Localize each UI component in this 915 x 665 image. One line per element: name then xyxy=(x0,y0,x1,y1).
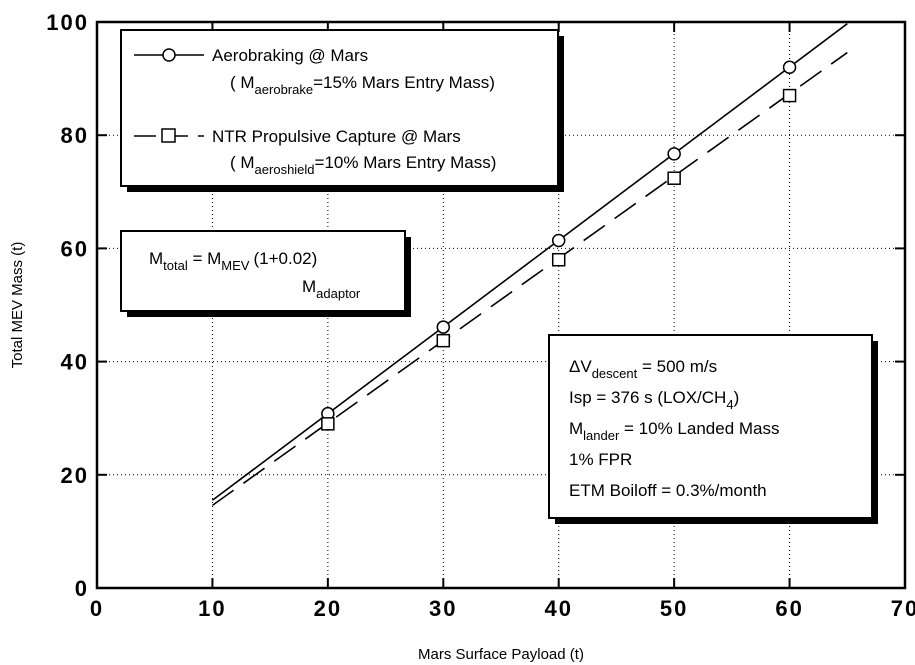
point-square xyxy=(321,417,335,431)
legend-note-aerobraking: ( Maerobrake=15% Mars Entry Mass) xyxy=(230,73,495,97)
assumption-line: Isp = 376 s (LOX/CH4) xyxy=(569,388,739,412)
point-circle xyxy=(782,60,797,75)
legend-marker-circle xyxy=(162,48,176,62)
formula-adaptor: Madaptor xyxy=(302,277,361,301)
point-square xyxy=(551,252,566,267)
point-circle xyxy=(436,320,451,334)
point-square xyxy=(436,333,451,348)
x-tick-label: 40 xyxy=(544,596,572,621)
x-tick-label: 20 xyxy=(314,596,342,621)
legend-marker-square xyxy=(161,128,176,143)
point-circle xyxy=(667,147,681,161)
point-square xyxy=(667,171,681,185)
assumption-line: 1% FPR xyxy=(569,450,632,469)
y-tick-labels: 0 20 40 60 80 100 xyxy=(46,10,89,601)
series-line-aerobraking xyxy=(211,23,848,501)
assumptions-annotation: ΔVdescent = 500 m/s Isp = 376 s (LOX/CH4)… xyxy=(548,334,878,524)
formula-line: Mtotal = MMEV (1+0.02) xyxy=(149,249,317,273)
x-tick-label: 50 xyxy=(660,596,688,621)
formula-annotation: Mtotal = MMEV (1+0.02) Madaptor xyxy=(120,230,411,317)
y-tick-label: 0 xyxy=(75,576,89,601)
x-tick-labels: 0 10 20 30 40 50 60 70 xyxy=(90,596,915,621)
assumption-line: ΔVdescent = 500 m/s xyxy=(569,357,717,381)
legend-label-aerobraking: Aerobraking @ Mars xyxy=(212,46,368,65)
x-axis-title: Mars Surface Payload (t) xyxy=(418,646,584,663)
assumption-line: ETM Boiloff = 0.3%/month xyxy=(569,481,767,500)
legend-note-ntr: ( Maeroshield=10% Mars Entry Mass) xyxy=(230,153,496,177)
legend-box xyxy=(120,29,559,187)
legend-label-ntr: NTR Propulsive Capture @ Mars xyxy=(212,127,461,146)
x-tick-label: 30 xyxy=(429,596,457,621)
series-markers xyxy=(321,60,797,431)
assumptions-box xyxy=(548,334,873,519)
x-tick-label: 10 xyxy=(198,596,226,621)
x-tick-label: 0 xyxy=(90,596,104,621)
y-axis-title: Total MEV Mass (t) xyxy=(9,242,26,369)
y-tick-label: 100 xyxy=(46,10,89,35)
point-circle xyxy=(551,233,566,248)
assumption-line: Mlander = 10% Landed Mass xyxy=(569,419,780,443)
series-lines xyxy=(211,23,848,507)
y-tick-label: 20 xyxy=(61,463,89,488)
series-line-ntr xyxy=(211,51,848,507)
y-tick-label: 60 xyxy=(61,236,89,261)
y-tick-label: 40 xyxy=(61,350,89,375)
x-tick-label: 70 xyxy=(891,596,915,621)
formula-box xyxy=(120,230,406,312)
y-tick-label: 80 xyxy=(61,123,89,148)
plot-frame xyxy=(95,20,907,590)
x-tick-label: 60 xyxy=(775,596,803,621)
point-square xyxy=(782,88,797,103)
legend: Aerobraking @ Mars ( Maerobrake=15% Mars… xyxy=(120,29,564,192)
assumption-lines: ΔVdescent = 500 m/s Isp = 376 s (LOX/CH4)… xyxy=(569,357,780,500)
